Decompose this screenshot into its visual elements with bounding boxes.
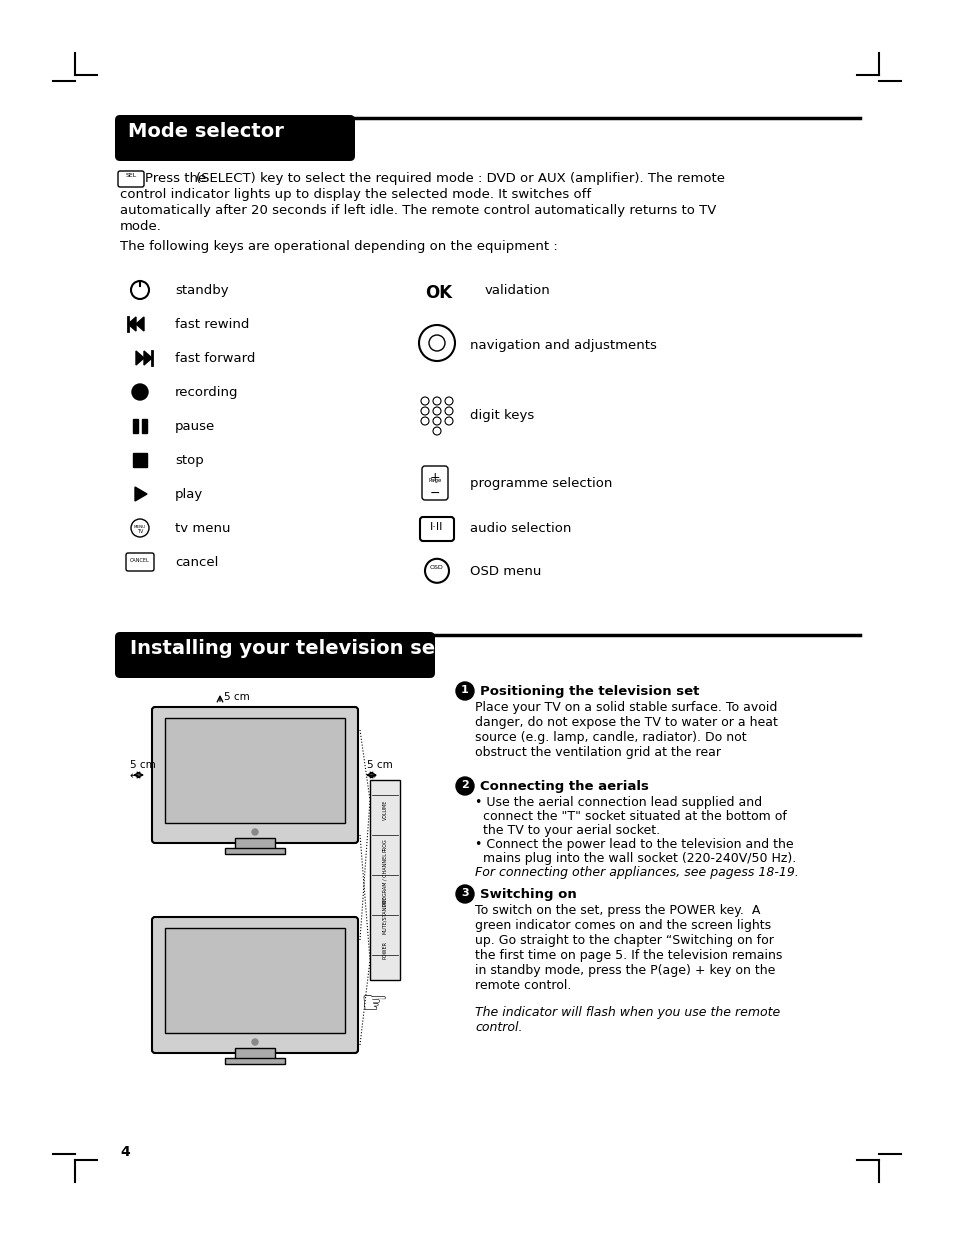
Text: stop: stop: [174, 454, 204, 467]
Polygon shape: [135, 487, 147, 501]
Bar: [165, 718, 345, 823]
Text: recording: recording: [174, 387, 238, 399]
Text: automatically after 20 seconds if left idle. The remote control automatically re: automatically after 20 seconds if left i…: [120, 204, 716, 217]
Text: VOLUME: VOLUME: [382, 800, 387, 820]
Text: mains plug into the wall socket (220-240V/50 Hz).: mains plug into the wall socket (220-240…: [475, 852, 796, 864]
Text: pause: pause: [174, 420, 215, 433]
Text: fast forward: fast forward: [174, 352, 255, 366]
FancyBboxPatch shape: [152, 706, 357, 844]
FancyBboxPatch shape: [118, 170, 144, 186]
Text: Page: Page: [428, 478, 441, 483]
Text: (SELECT) key to select the required mode : DVD or AUX (amplifier). The remote: (SELECT) key to select the required mode…: [195, 172, 724, 185]
Polygon shape: [136, 351, 144, 366]
FancyBboxPatch shape: [421, 466, 448, 500]
Text: OSD: OSD: [430, 564, 443, 569]
Text: OK: OK: [424, 284, 452, 303]
Text: • Use the aerial connection lead supplied and: • Use the aerial connection lead supplie…: [475, 797, 761, 809]
Text: OSD menu: OSD menu: [470, 564, 540, 578]
Polygon shape: [144, 351, 152, 366]
Text: fast rewind: fast rewind: [174, 317, 249, 331]
Text: Press the: Press the: [145, 172, 206, 185]
Bar: [225, 848, 285, 853]
Text: Positioning the television set: Positioning the television set: [479, 685, 699, 698]
Polygon shape: [128, 317, 136, 331]
Text: To switch on the set, press the POWER key.  A
green indicator comes on and the s: To switch on the set, press the POWER ke…: [475, 904, 781, 992]
Text: audio selection: audio selection: [470, 522, 571, 535]
Circle shape: [132, 384, 148, 400]
Text: I·II: I·II: [430, 522, 443, 532]
Bar: [234, 1049, 274, 1060]
Text: play: play: [174, 488, 203, 501]
Text: MENU: MENU: [133, 525, 146, 529]
Circle shape: [252, 1039, 257, 1045]
Polygon shape: [136, 317, 144, 331]
Text: Mode selector: Mode selector: [128, 122, 284, 141]
Text: Connecting the aerials: Connecting the aerials: [479, 781, 648, 793]
Bar: [132, 419, 138, 433]
Text: For connecting other appliances, see pagess 18-19.: For connecting other appliances, see pag…: [475, 866, 798, 879]
Text: The following keys are operational depending on the equipment :: The following keys are operational depen…: [120, 240, 558, 253]
Bar: [225, 1058, 285, 1065]
Text: cancel: cancel: [174, 556, 218, 569]
Text: • Connect the power lead to the television and the: • Connect the power lead to the televisi…: [475, 839, 793, 851]
FancyBboxPatch shape: [126, 553, 153, 571]
Bar: [142, 419, 147, 433]
Text: navigation and adjustments: navigation and adjustments: [470, 338, 657, 352]
Bar: [234, 839, 274, 850]
Text: tv menu: tv menu: [174, 522, 231, 535]
Text: PROGRAM / CHANNEL: PROGRAM / CHANNEL: [382, 853, 387, 906]
Text: MUTE/STANDBY: MUTE/STANDBY: [382, 895, 387, 934]
Text: 5 cm: 5 cm: [224, 692, 250, 701]
Text: SEL: SEL: [125, 173, 136, 178]
FancyBboxPatch shape: [115, 632, 435, 678]
Text: −: −: [429, 487, 439, 500]
Text: The indicator will flash when you use the remote
control.: The indicator will flash when you use th…: [475, 1007, 780, 1034]
Text: standby: standby: [174, 284, 229, 296]
Text: 5 cm
→: 5 cm →: [367, 760, 393, 782]
Bar: [132, 453, 147, 467]
Text: 5 cm
←: 5 cm ←: [130, 760, 155, 782]
Text: +: +: [429, 471, 440, 484]
Text: TV: TV: [136, 529, 143, 534]
Circle shape: [456, 885, 474, 903]
Text: 1: 1: [460, 685, 468, 695]
Bar: [370, 781, 399, 981]
Text: 4: 4: [120, 1145, 130, 1158]
Text: connect the "T" socket situated at the bottom of: connect the "T" socket situated at the b…: [475, 810, 786, 823]
Text: Place your TV on a solid stable surface. To avoid
danger, do not expose the TV t: Place your TV on a solid stable surface.…: [475, 701, 777, 760]
Text: CANCEL: CANCEL: [130, 558, 150, 563]
Text: control indicator lights up to display the selected mode. It switches off: control indicator lights up to display t…: [120, 188, 591, 201]
Text: ☞: ☞: [359, 990, 387, 1019]
Circle shape: [456, 682, 474, 700]
Circle shape: [252, 829, 257, 835]
FancyBboxPatch shape: [152, 918, 357, 1053]
Text: PROG: PROG: [382, 839, 387, 852]
Text: validation: validation: [484, 284, 550, 296]
Text: Switching on: Switching on: [479, 888, 577, 902]
Text: Installing your television set: Installing your television set: [130, 638, 444, 658]
Text: mode.: mode.: [120, 220, 162, 233]
Circle shape: [456, 777, 474, 795]
Text: digit keys: digit keys: [470, 409, 534, 422]
Bar: [165, 927, 345, 1032]
FancyBboxPatch shape: [115, 115, 355, 161]
Text: POWER: POWER: [382, 941, 387, 960]
Text: programme selection: programme selection: [470, 477, 612, 490]
FancyBboxPatch shape: [419, 517, 454, 541]
Text: 2: 2: [460, 781, 468, 790]
Text: 3: 3: [460, 888, 468, 898]
Text: the TV to your aerial socket.: the TV to your aerial socket.: [475, 824, 659, 837]
